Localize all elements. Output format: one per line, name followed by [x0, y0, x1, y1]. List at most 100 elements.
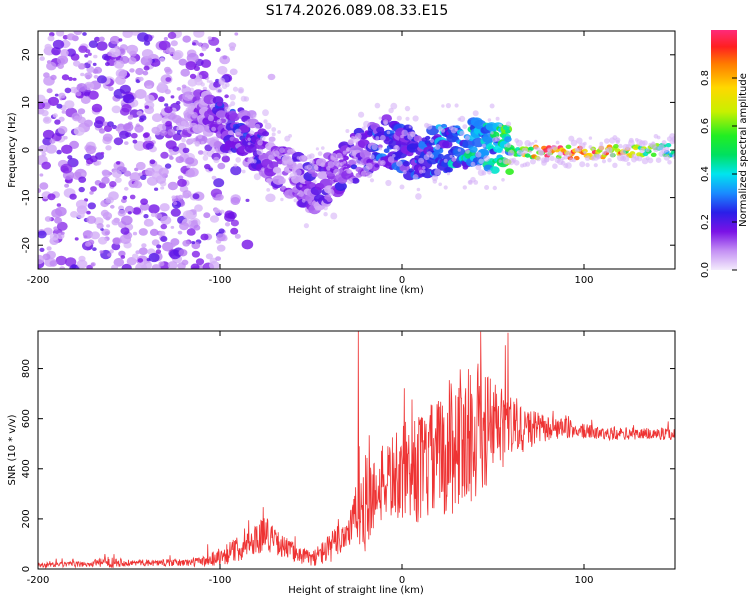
spectrogram-halo-blob — [264, 122, 272, 130]
spectrogram-halo-blob — [296, 156, 300, 160]
spectrogram-noise-blob — [158, 167, 169, 177]
spectrogram-halo-blob — [315, 147, 319, 151]
spectrogram-halo-blob — [618, 143, 623, 149]
spectrogram-halo-blob — [478, 158, 485, 165]
spectrogram-halo-blob — [606, 146, 613, 154]
spectrogram-halo-blob — [604, 138, 610, 144]
spectrogram-noise-blob — [234, 32, 239, 36]
spectrogram-y-ticks: -20 -10 0 10 20 — [21, 48, 675, 253]
spectrogram-noise-blob — [122, 195, 128, 200]
spectrogram-halo-blob — [459, 115, 466, 122]
spectrogram-noise-blob — [83, 91, 90, 97]
spectrogram-noise-blob — [165, 140, 177, 150]
spectrogram-ridge-blob — [445, 166, 453, 173]
spectrogram-noise-blob — [90, 231, 100, 240]
spectrogram-ridge-blob — [469, 146, 478, 153]
spectrogram-noise-blob — [234, 233, 241, 239]
spectrogram-noise-blob — [160, 236, 168, 242]
spectrogram-noise-blob — [87, 90, 99, 100]
spectrogram-halo-blob — [232, 86, 239, 92]
snr-x-tick-label: 100 — [574, 575, 593, 586]
spectrogram-noise-blob — [124, 205, 134, 214]
spectrogram-noise-blob — [144, 80, 152, 86]
spectrogram-noise-blob — [96, 41, 108, 51]
spectrogram-noise-blob — [49, 138, 56, 144]
spectrogram-halo-blob — [426, 123, 433, 130]
spectrogram-ridge-blob — [213, 141, 223, 148]
spectrogram-halo-blob — [434, 144, 441, 150]
spectrogram-halo-blob — [317, 151, 323, 156]
spectrogram-halo-blob — [247, 142, 251, 146]
spectrogram-halo-blob — [375, 136, 380, 141]
spectrogram-halo-blob — [229, 94, 236, 101]
spectrogram-halo-blob — [588, 145, 593, 149]
spectrogram-halo-blob — [390, 102, 398, 110]
spectrogram-noise-blob — [146, 220, 154, 227]
snr-x-tick-label: -100 — [209, 575, 232, 586]
spectrogram-noise-blob — [154, 130, 161, 136]
spectrogram-noise-blob — [155, 212, 163, 219]
spectrogram-ridge-blob — [334, 181, 347, 191]
spectrogram-noise-blob — [61, 144, 73, 154]
spectrogram-halo-blob — [572, 158, 576, 163]
spectrogram-halo-blob — [472, 110, 479, 117]
spectrogram-halo-blob — [374, 102, 381, 109]
spectrogram-halo-blob — [283, 178, 287, 182]
spectrogram-noise-blob — [222, 55, 228, 60]
spectrogram-halo-blob — [260, 135, 266, 142]
spectrogram-halo-blob — [410, 131, 416, 138]
spectrogram-ridge-blob — [297, 198, 310, 208]
spectrogram-noise-blob — [38, 254, 45, 265]
spectrogram-halo-blob — [306, 164, 312, 170]
spectrogram-noise-blob — [92, 247, 97, 252]
spectrogram-noise-blob — [94, 36, 101, 42]
spectrogram-noise-blob — [87, 52, 92, 56]
spectrogram-halo-blob — [211, 147, 216, 153]
spectrogram-halo-blob — [386, 130, 391, 135]
spectrogram-noise-blob — [63, 135, 68, 140]
spectrogram-noise-blob — [93, 74, 99, 79]
spectrogram-noise-blob — [135, 161, 146, 171]
snr-y-tick-label: 0 — [21, 566, 32, 572]
spectrogram-halo-blob — [268, 154, 274, 161]
spectrogram-noise-blob — [61, 74, 70, 81]
spectrogram-halo-blob — [293, 198, 298, 203]
spectrogram-noise-blob — [59, 266, 66, 269]
spectrogram-halo-blob — [238, 88, 243, 93]
spectrogram-halo-blob — [218, 77, 226, 85]
spectrogram-noise-blob — [120, 166, 128, 173]
spectrogram-halo-blob — [434, 168, 441, 176]
spectrogram-ridge-blob — [437, 153, 444, 159]
spectrogram-noise-blob — [81, 172, 86, 177]
spectrogram-halo-blob — [475, 164, 482, 171]
spectrogram-ridge-blob — [348, 139, 354, 144]
spectrogram-noise-blob — [167, 128, 176, 136]
spectrogram-halo-blob — [252, 114, 257, 118]
spectrogram-halo-blob — [565, 150, 572, 158]
spectrogram-halo-blob — [235, 157, 241, 163]
spectrogram-noise-blob — [124, 141, 129, 146]
spectrogram-halo-blob — [626, 161, 631, 166]
spectrogram-y-label: Frequency (Hz) — [7, 112, 18, 188]
spectrogram-noise-blob — [224, 222, 231, 227]
spectrogram-noise-blob — [181, 259, 189, 266]
spectrogram-noise-blob — [115, 68, 128, 79]
spectrogram-halo-blob — [276, 170, 282, 177]
spectrogram-noise-blob — [182, 240, 191, 247]
spectrogram-ridge-blob — [351, 177, 360, 184]
spectrogram-halo-blob — [183, 124, 190, 131]
spectrogram-halo-blob — [261, 167, 265, 171]
spectrogram-noise-blob — [106, 224, 111, 228]
spectrogram-halo-blob — [382, 119, 389, 125]
spectrogram-halo-blob — [197, 134, 203, 139]
colorbar-tick-label: 0.0 — [700, 262, 711, 278]
spectrogram-halo-blob — [661, 140, 667, 146]
snr-x-tick-label: 0 — [399, 575, 405, 586]
spectrogram-noise-blob — [73, 126, 85, 136]
spectrogram-noise-blob — [267, 73, 276, 81]
spectrogram-noise-blob — [170, 243, 176, 248]
spectrogram-halo-blob — [501, 150, 505, 154]
spectrogram-noise-blob — [159, 57, 165, 62]
spectrogram-noise-blob — [165, 77, 172, 82]
